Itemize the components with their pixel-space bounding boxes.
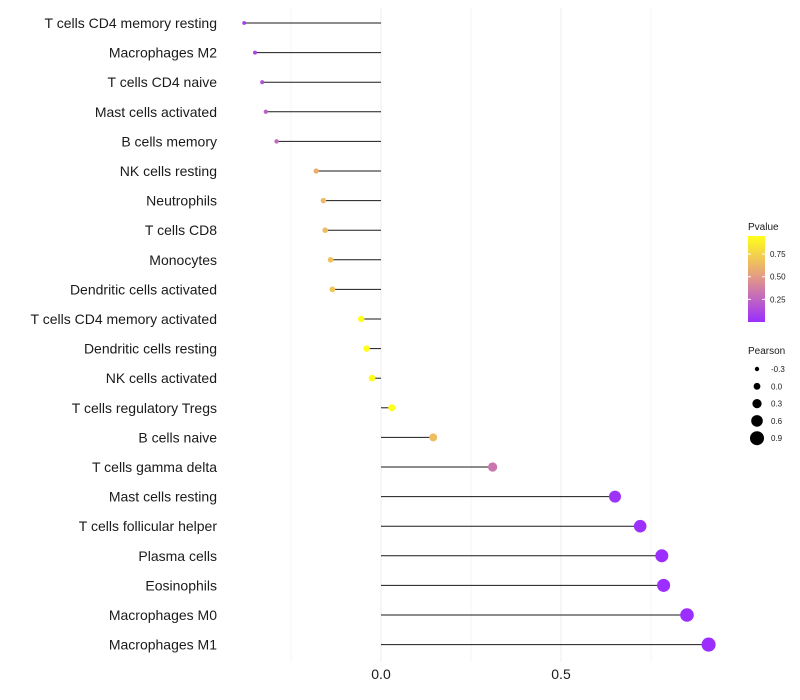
lollipop-dot	[253, 50, 257, 55]
category-label: T cells CD8	[145, 222, 217, 238]
category-labels: T cells CD4 memory resting Macrophages M2…	[31, 15, 218, 653]
color-legend-label: 0.75	[770, 250, 786, 259]
category-label: NK cells resting	[120, 163, 217, 179]
size-legend-label: 0.0	[771, 382, 783, 391]
lollipop-dot	[657, 578, 671, 592]
color-legend-title: Pvalue	[748, 222, 779, 233]
lollipop-dot	[263, 109, 268, 114]
size-legend-title: Pearson	[748, 346, 785, 357]
category-label: T cells regulatory Tregs	[72, 400, 217, 416]
category-label: B cells memory	[121, 133, 217, 149]
lollipop-dot	[358, 315, 365, 323]
size-legend-dot	[754, 366, 760, 372]
size-legend-label: 0.9	[771, 434, 783, 443]
lollipop-dot	[322, 227, 328, 233]
category-label: Macrophages M0	[109, 607, 217, 623]
color-legend-label: 0.50	[770, 273, 786, 282]
lollipop-dot	[363, 345, 370, 352]
lollipop-dot	[320, 197, 327, 204]
lollipop-dot	[609, 490, 621, 503]
category-label: T cells gamma delta	[92, 459, 217, 475]
x-tick-label: 0.0	[371, 666, 391, 682]
lollipop-dot	[633, 519, 647, 533]
size-legend-label: 0.6	[771, 417, 783, 426]
grid-lines	[290, 8, 652, 662]
size-legend-dot	[750, 431, 764, 446]
category-label: T cells follicular helper	[79, 518, 218, 534]
category-label: NK cells activated	[106, 370, 217, 386]
category-label: Dendritic cells resting	[84, 341, 217, 357]
lollipop-dot	[260, 80, 265, 85]
category-label: Mast cells resting	[109, 489, 217, 505]
size-legend-label: -0.3	[771, 365, 785, 374]
category-label: Macrophages M1	[109, 637, 217, 653]
size-legend-dot	[751, 415, 763, 427]
legend: Pvalue 0.25 0.50 0.75 Pearson -0.3 0.0 0.3 0.6 0.…	[748, 222, 786, 446]
category-label: Plasma cells	[138, 548, 217, 564]
lollipop-dots	[242, 21, 716, 652]
category-label: B cells naive	[138, 429, 217, 445]
lollipop-stems	[244, 22, 709, 646]
x-axis-ticks: 0.0 0.5	[371, 666, 571, 682]
lollipop-dot	[274, 139, 279, 144]
lollipop-dot	[242, 21, 247, 25]
category-label: T cells CD4 memory resting	[45, 15, 217, 31]
lollipop-dot	[313, 168, 319, 174]
size-legend-dot	[752, 399, 762, 409]
lollipop-dot	[680, 608, 694, 622]
category-label: Neutrophils	[146, 193, 217, 209]
category-label: T cells CD4 memory activated	[31, 311, 217, 327]
size-legend-label: 0.3	[771, 400, 783, 409]
color-scale-bar	[748, 236, 765, 322]
category-label: Monocytes	[149, 252, 217, 268]
lollipop-dot	[368, 374, 376, 382]
color-legend-label: 0.25	[770, 295, 786, 304]
lollipop-dot	[487, 462, 498, 472]
lollipop-dot	[429, 433, 438, 442]
category-label: Eosinophils	[145, 577, 217, 593]
category-label: T cells CD4 naive	[108, 74, 218, 90]
lollipop-dot	[388, 404, 396, 412]
x-tick-label: 0.5	[551, 666, 571, 682]
category-label: Dendritic cells activated	[70, 281, 217, 297]
lollipop-dot	[701, 637, 716, 652]
size-legend-dot	[753, 382, 761, 390]
lollipop-dot	[327, 256, 334, 263]
lollipop-dot	[329, 286, 336, 293]
category-label: Mast cells activated	[95, 104, 217, 120]
category-label: Macrophages M2	[109, 45, 217, 61]
lollipop-dot	[655, 549, 669, 563]
